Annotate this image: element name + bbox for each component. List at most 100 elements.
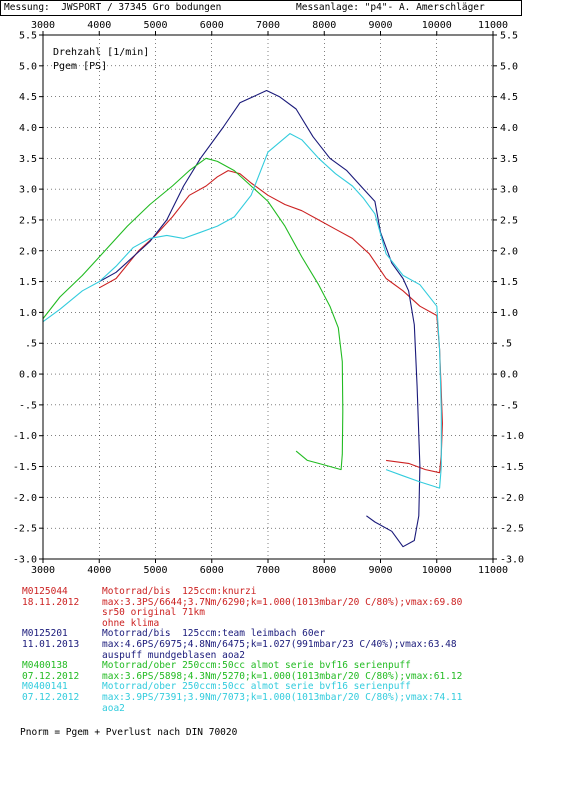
y-axis-left: 5.5 5.0 4.5 4.0 3.5 3.0 2.5 2.0 1.5 1.0 .5 0.0 -.5 -1… bbox=[13, 31, 37, 566]
legend-text: max:3.9PS/7391;3.9Nm/7073;k=1.000(1013mb… bbox=[102, 691, 463, 703]
legend-id: 07.12.2012 bbox=[22, 691, 80, 703]
y-tick-label-left: -2.0 bbox=[13, 493, 37, 504]
y-tick-label-right: 2.5 bbox=[500, 215, 518, 226]
legend-row: 07.12.2012 max:3.9PS/7391;3.9Nm/7073;k=1.… bbox=[22, 691, 463, 704]
axis-label-power: Pgem [PS] bbox=[53, 61, 107, 72]
x-tick-label-top: 3000 bbox=[31, 20, 55, 31]
legend: M0125044 Motorrad/bis 125ccm:knurzi 18.11.… bbox=[22, 586, 463, 715]
chart-series bbox=[42, 89, 443, 548]
legend-row: auspuff mundgeblasen aoa2 bbox=[22, 649, 462, 662]
legend-row: M0125201 Motorrad/bis 125ccm:team leimbac… bbox=[22, 629, 462, 640]
series-line-M0400141 bbox=[42, 133, 442, 489]
y-tick-label-left: -.5 bbox=[19, 400, 37, 411]
y-tick-label-right: -3.0 bbox=[500, 555, 524, 566]
x-tick-label-top: 6000 bbox=[200, 20, 224, 31]
y-tick-label-left: 4.5 bbox=[19, 92, 37, 103]
y-tick-label-right: -1.5 bbox=[500, 462, 524, 473]
x-tick-label-top: 10000 bbox=[422, 20, 452, 31]
legend-id: M0400141 bbox=[22, 681, 68, 693]
measurement-title: Messung: JWSPORT / 37345 Gro bodungen bbox=[4, 2, 222, 13]
y-tick-label-left: .5 bbox=[25, 339, 37, 350]
x-tick-label-top: 4000 bbox=[87, 20, 111, 31]
y-tick-label-right: .5 bbox=[500, 339, 512, 350]
y-tick-label-right: 3.5 bbox=[500, 154, 518, 165]
y-tick-label-right: 5.0 bbox=[500, 61, 518, 72]
legend-text: max:3.3PS/6644;3.7Nm/6290;k=1.000(1013mb… bbox=[102, 596, 463, 608]
x-tick-label-top: 5000 bbox=[143, 20, 167, 31]
y-tick-label-left: -1.0 bbox=[13, 431, 37, 442]
legend-text: Motorrad/bis 125ccm:team leimbach 60er bbox=[102, 628, 326, 640]
legend-row: ohne klima bbox=[22, 618, 462, 630]
y-axis-right: 5.5 5.0 4.5 4.0 3.5 3.0 2.5 2.0 1.5 1.0 .5 0.0 -.5 -1… bbox=[500, 31, 524, 566]
y-tick-label-right: -2.0 bbox=[500, 493, 524, 504]
legend-row: M0400138 Motorrad/ober 250ccm:50cc almot … bbox=[22, 661, 462, 672]
series-line-M0400138 bbox=[42, 157, 344, 471]
x-tick-label-bottom: 3000 bbox=[31, 565, 55, 576]
y-tick-label-left: 2.0 bbox=[19, 246, 37, 257]
y-tick-label-right: 5.5 bbox=[500, 31, 518, 42]
x-axis-top: 3000 4000 5000 6000 7000 8000 9000 10000 11000 bbox=[31, 20, 508, 31]
y-tick-label-right: -2.5 bbox=[500, 524, 524, 535]
y-tick-label-left: 3.0 bbox=[19, 185, 37, 196]
y-tick-label-left: 5.5 bbox=[19, 31, 37, 42]
y-tick-label-left: 0.0 bbox=[19, 370, 37, 381]
legend-row: sr50 original 71km bbox=[22, 608, 462, 619]
power-chart: 3000 4000 5000 6000 7000 8000 9000 10000 11000 3… bbox=[13, 20, 524, 576]
legend-id: 07.12.2012 bbox=[22, 670, 80, 682]
y-tick-label-right: 0.0 bbox=[500, 370, 518, 381]
x-tick-label-top: 11000 bbox=[478, 20, 508, 31]
legend-row: 11.01.2013 max:4.6PS/6975;4.8Nm/6475;k=1.… bbox=[22, 638, 462, 651]
y-tick-label-right: 2.0 bbox=[500, 246, 518, 257]
legend-text: max:4.6PS/6975;4.8Nm/6475;k=1.027(991mba… bbox=[102, 638, 457, 650]
legend-id: 18.11.2012 bbox=[22, 596, 80, 608]
y-tick-label-left: 1.5 bbox=[19, 277, 37, 288]
legend-text: auspuff mundgeblasen aoa2 bbox=[102, 649, 245, 661]
x-tick-label-bottom: 6000 bbox=[200, 565, 224, 576]
legend-id: 11.01.2013 bbox=[22, 638, 80, 650]
series-line-M0125044 bbox=[99, 170, 443, 474]
legend-id: M0125044 bbox=[22, 586, 68, 597]
legend-row: 18.11.2012 max:3.3PS/6644;3.7Nm/6290;k=1.… bbox=[22, 596, 463, 609]
y-tick-label-left: 1.0 bbox=[19, 308, 37, 319]
legend-id: M0400138 bbox=[22, 660, 68, 672]
y-tick-label-left: 4.0 bbox=[19, 123, 37, 134]
x-tick-label-bottom: 8000 bbox=[312, 565, 336, 576]
x-tick-label-bottom: 7000 bbox=[256, 565, 280, 576]
y-tick-label-left: -2.5 bbox=[13, 524, 37, 535]
legend-text: Motorrad/ober 250ccm:50cc almot serie bv… bbox=[102, 681, 411, 693]
measurement-header: Messung: JWSPORT / 37345 Gro bodungen Me… bbox=[0, 0, 522, 16]
legend-text: Motorrad/ober 250ccm:50cc almot serie bv… bbox=[102, 660, 411, 672]
y-tick-label-right: 1.5 bbox=[500, 277, 518, 288]
y-tick-label-left: 3.5 bbox=[19, 154, 37, 165]
y-tick-label-left: 2.5 bbox=[19, 215, 37, 226]
legend-id bbox=[22, 704, 102, 715]
y-tick-label-right: 4.0 bbox=[500, 123, 518, 134]
x-tick-label-bottom: 10000 bbox=[422, 565, 452, 576]
footnote: Pnorm = Pgem + Pverlust nach DIN 70020 bbox=[20, 727, 238, 738]
x-tick-label-top: 8000 bbox=[312, 20, 336, 31]
y-tick-label-left: -3.0 bbox=[13, 555, 37, 566]
legend-text: max:3.6PS/5898;4.3Nm/5270;k=1.000(1013mb… bbox=[102, 670, 463, 682]
x-tick-label-bottom: 11000 bbox=[478, 565, 508, 576]
y-tick-label-right: -.5 bbox=[500, 400, 518, 411]
y-tick-label-right: 4.5 bbox=[500, 92, 518, 103]
x-tick-label-bottom: 5000 bbox=[143, 565, 167, 576]
chart-grid bbox=[39, 31, 497, 563]
legend-row: M0400141 Motorrad/ober 250ccm:50cc almot … bbox=[22, 682, 462, 693]
legend-text: Motorrad/bis 125ccm:knurzi bbox=[102, 586, 257, 597]
x-tick-label-top: 9000 bbox=[368, 20, 392, 31]
legend-text: aoa2 bbox=[102, 702, 125, 714]
legend-row: 07.12.2012 max:3.6PS/5898;4.3Nm/5270;k=1.… bbox=[22, 670, 463, 683]
x-tick-label-top: 7000 bbox=[256, 20, 280, 31]
legend-id bbox=[22, 608, 102, 619]
measurement-device: Messanlage: "p4"- A. Amerschläger bbox=[296, 2, 485, 13]
legend-id: M0125201 bbox=[22, 628, 68, 640]
legend-text: sr50 original 71km bbox=[102, 607, 205, 619]
legend-row: M0125044 Motorrad/bis 125ccm:knurzi bbox=[22, 586, 462, 598]
y-tick-label-right: 3.0 bbox=[500, 185, 518, 196]
y-tick-label-right: -1.0 bbox=[500, 431, 524, 442]
x-tick-label-bottom: 4000 bbox=[87, 565, 111, 576]
plot-frame bbox=[42, 34, 494, 560]
y-tick-label-left: 5.0 bbox=[19, 61, 37, 72]
y-tick-label-right: 1.0 bbox=[500, 308, 518, 319]
